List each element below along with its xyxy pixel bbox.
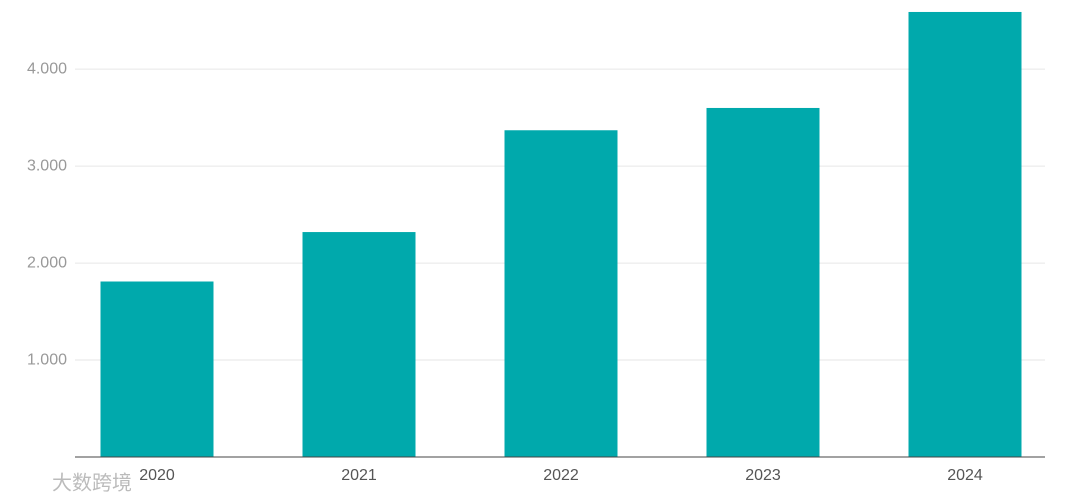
watermark: 大数跨境 xyxy=(52,471,132,494)
bar xyxy=(908,11,1022,457)
y-tick-label: 3.000 xyxy=(27,157,67,174)
y-tick-label: 4.000 xyxy=(27,60,67,77)
x-tick-label: 2020 xyxy=(139,467,175,484)
bar xyxy=(302,232,416,457)
x-tick-label: 2024 xyxy=(947,467,983,484)
x-tick-label: 2021 xyxy=(341,467,377,484)
x-tick-label: 2022 xyxy=(543,467,579,484)
bar xyxy=(100,281,214,457)
x-tick-label: 2023 xyxy=(745,467,781,484)
y-tick-label: 1.000 xyxy=(27,351,67,368)
y-tick-label: 2.000 xyxy=(27,254,67,271)
bar xyxy=(504,130,618,457)
bar xyxy=(706,107,820,458)
